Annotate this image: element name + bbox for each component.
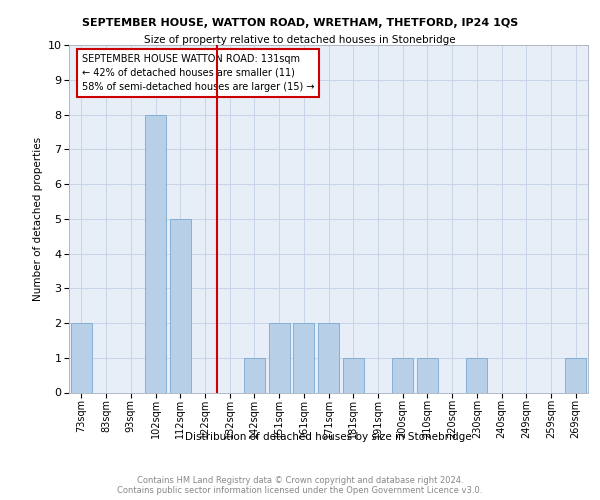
Bar (145, 114, 166, 392)
Text: Size of property relative to detached houses in Stonebridge: Size of property relative to detached ho… (144, 35, 456, 45)
Text: SEPTEMBER HOUSE, WATTON ROAD, WRETHAM, THETFORD, IP24 1QS: SEPTEMBER HOUSE, WATTON ROAD, WRETHAM, T… (82, 18, 518, 28)
Bar (318, 323, 339, 392)
Bar (293, 323, 314, 392)
Text: Contains HM Land Registry data © Crown copyright and database right 2024.: Contains HM Land Registry data © Crown c… (137, 476, 463, 485)
Bar (71, 323, 92, 392)
Bar (417, 358, 438, 392)
Bar (466, 358, 487, 392)
Bar (244, 358, 265, 392)
Y-axis label: Number of detached properties: Number of detached properties (33, 136, 43, 301)
Bar (170, 219, 191, 392)
Bar (565, 358, 586, 392)
Bar (392, 358, 413, 392)
Text: Distribution of detached houses by size in Stonebridge: Distribution of detached houses by size … (185, 432, 472, 442)
Bar (343, 358, 364, 392)
Bar (269, 323, 290, 392)
Text: Contains public sector information licensed under the Open Government Licence v3: Contains public sector information licen… (118, 486, 482, 495)
Text: SEPTEMBER HOUSE WATTON ROAD: 131sqm
← 42% of detached houses are smaller (11)
58: SEPTEMBER HOUSE WATTON ROAD: 131sqm ← 42… (82, 54, 314, 92)
